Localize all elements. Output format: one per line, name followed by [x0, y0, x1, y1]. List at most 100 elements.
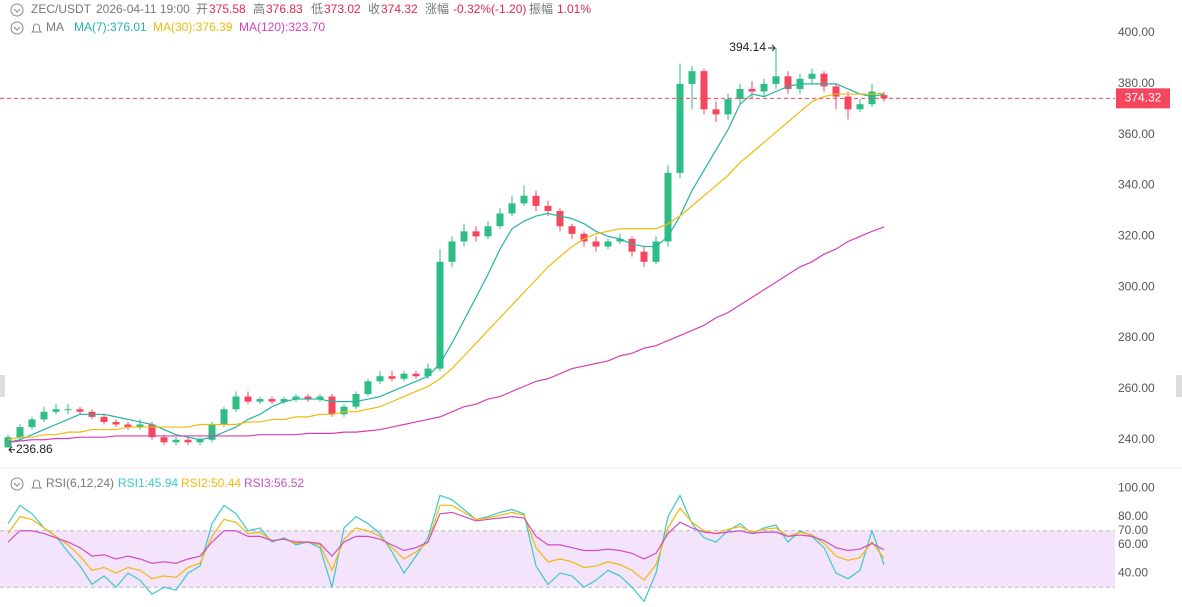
candle-body: [172, 439, 180, 443]
legend-entry: MA(7):376.01: [74, 20, 147, 34]
candle-body: [100, 416, 108, 422]
y-tick-label: 400.00: [1118, 25, 1155, 39]
indicator-line: [7, 83, 885, 443]
candle-body: [820, 73, 828, 87]
info-label: 高: [253, 1, 265, 16]
info-value: 1.01%: [557, 2, 591, 16]
y-tick-label: 280.00: [1118, 330, 1155, 344]
indicator-line: [7, 504, 885, 582]
candle-body: [268, 399, 276, 402]
indicator-line: [7, 511, 885, 564]
candle-body: [604, 241, 612, 247]
candle-body: [508, 203, 516, 214]
y-tick-label: 380.00: [1118, 76, 1155, 90]
info-value: 375.58: [209, 2, 246, 16]
legend-entry: MA(120):323.70: [239, 20, 325, 34]
info-label: 涨幅: [425, 1, 449, 16]
y-tick-label: 60.00: [1118, 537, 1148, 551]
candle-body: [556, 210, 564, 227]
candle-body: [652, 241, 660, 262]
candle-body: [76, 409, 84, 412]
candle-body: [688, 71, 696, 84]
y-tick-label: 70.00: [1118, 523, 1148, 537]
scroll-left[interactable]: [0, 375, 5, 397]
candle-body: [880, 95, 888, 99]
candle-body: [460, 231, 468, 242]
candle-body: [376, 376, 384, 382]
candle-body: [400, 373, 408, 379]
candle-body: [412, 373, 420, 377]
date: 2026-04-11 19:00: [96, 2, 190, 16]
info-label: 振幅: [529, 1, 553, 16]
candle-body: [52, 409, 60, 412]
candle-body: [484, 226, 492, 237]
candle-body: [520, 195, 528, 204]
candle-body: [304, 396, 312, 400]
indicator-name: MA: [46, 20, 64, 34]
candle-body: [736, 88, 744, 100]
y-tick-label: 260.00: [1118, 381, 1155, 395]
info-value: -0.32%(-1.20): [453, 2, 526, 16]
y-tick-label: 360.00: [1118, 127, 1155, 141]
scroll-right[interactable]: [1176, 375, 1182, 397]
candle-body: [640, 251, 648, 262]
toggle-icon[interactable]: [10, 477, 24, 491]
candle-body: [316, 396, 324, 400]
candle-body: [760, 83, 768, 92]
candle-body: [292, 396, 300, 400]
candle-body: [472, 231, 480, 237]
indicator-line: [7, 92, 885, 441]
last-price-tag: [1116, 88, 1170, 109]
max-label: 394.14: [729, 40, 766, 54]
legend-entry: RSI2:50.44: [181, 476, 241, 490]
candle-body: [196, 439, 204, 443]
candle-body: [112, 421, 120, 425]
candle-body: [388, 376, 396, 379]
candle-body: [136, 424, 144, 428]
candle-body: [712, 109, 720, 115]
legend-entry: RSI3:56.52: [244, 476, 304, 490]
candle-body: [232, 396, 240, 410]
symbol: ZEC/USDT: [31, 2, 92, 16]
info-label: 开: [196, 2, 208, 16]
candle-body: [340, 406, 348, 415]
toggle-icon[interactable]: [10, 3, 24, 17]
legend-entry: MA(30):376.39: [153, 20, 233, 34]
toggle-icon[interactable]: [10, 21, 24, 35]
candle-body: [64, 409, 72, 411]
candle-body: [160, 437, 168, 443]
candle-body: [772, 76, 780, 84]
info-value: 374.32: [381, 2, 418, 16]
candle-body: [148, 424, 156, 438]
candle-body: [280, 399, 288, 402]
info-label: 低: [311, 2, 323, 16]
candle-body: [844, 96, 852, 110]
candle-body: [856, 104, 864, 110]
candle-body: [244, 396, 252, 402]
candle-body: [700, 71, 708, 110]
candle-body: [592, 241, 600, 247]
candle-body: [664, 172, 672, 242]
info-label: 收: [368, 2, 380, 16]
y-tick-label: 300.00: [1118, 279, 1155, 293]
y-tick-label: 80.00: [1118, 509, 1148, 523]
candle-body: [328, 396, 336, 415]
alert-icon[interactable]: [31, 479, 42, 489]
y-tick-label: 340.00: [1118, 178, 1155, 192]
candle-body: [568, 226, 576, 234]
candle-body: [832, 86, 840, 97]
candle-body: [544, 205, 552, 211]
indicator-line: [7, 226, 885, 443]
candle-body: [580, 233, 588, 242]
alert-icon[interactable]: [31, 23, 42, 33]
candle-body: [184, 439, 192, 443]
candle-body: [436, 261, 444, 369]
min-label: 236.86: [16, 442, 53, 456]
candle-body: [676, 83, 684, 173]
info-value: 373.02: [324, 2, 361, 16]
candle-body: [784, 76, 792, 89]
candle-body: [40, 411, 48, 420]
candle-body: [748, 88, 756, 92]
candle-body: [496, 213, 504, 227]
y-tick-label: 40.00: [1118, 565, 1148, 579]
